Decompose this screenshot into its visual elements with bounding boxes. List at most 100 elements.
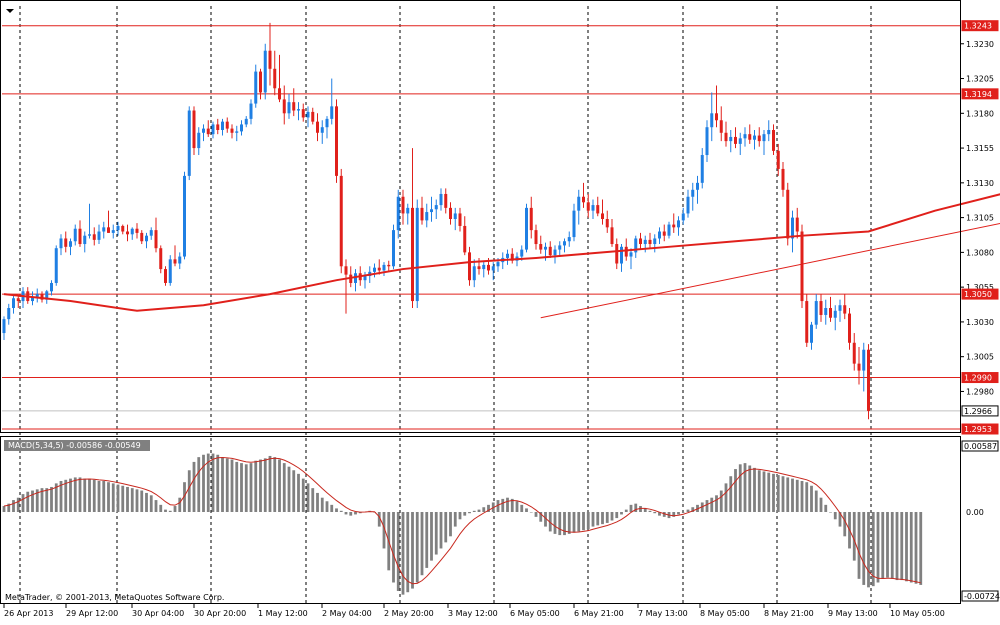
candle-body xyxy=(629,252,633,257)
macd-histogram-bar xyxy=(240,463,243,512)
macd-histogram-bar xyxy=(919,512,923,585)
candle-body xyxy=(230,128,234,133)
candle-body xyxy=(178,256,182,264)
macd-histogram-bar xyxy=(263,458,267,512)
macd-histogram-bar xyxy=(662,512,666,517)
macd-histogram-bar xyxy=(748,465,752,512)
macd-histogram-bar xyxy=(829,512,832,513)
macd-indicator-label: MACD(5,34,5) -0.00586 -0.00549 xyxy=(8,441,141,450)
candle-body xyxy=(145,235,148,242)
macd-histogram-bar xyxy=(316,492,319,512)
candle-body xyxy=(382,264,386,271)
macd-histogram-bar xyxy=(392,512,395,583)
macd-histogram-bar xyxy=(867,512,870,588)
macd-histogram-bar xyxy=(396,512,400,592)
candle-body xyxy=(591,205,595,211)
candle-body xyxy=(78,228,82,245)
macd-histogram-bar xyxy=(648,510,652,512)
macd-histogram-bar xyxy=(591,512,595,527)
candle-body xyxy=(667,224,671,236)
macd-histogram-bar xyxy=(890,512,894,579)
macd-histogram-bar xyxy=(634,503,638,512)
macd-histogram-bar xyxy=(719,490,723,512)
price-tick-label: 1.3105 xyxy=(966,214,994,223)
price-label-box xyxy=(961,288,999,300)
time-tick-label: 2 May 20:00 xyxy=(384,609,434,618)
macd-histogram-bar xyxy=(605,512,609,523)
candle-body xyxy=(586,202,590,211)
macd-histogram-bar xyxy=(439,512,443,549)
candle-body xyxy=(810,324,813,343)
candle-body xyxy=(553,249,557,256)
macd-histogram-bar xyxy=(140,490,144,512)
macd-histogram-bar xyxy=(278,459,281,512)
macd-histogram-bar xyxy=(178,497,182,512)
macd-axis-label: 0.00 xyxy=(966,508,984,517)
macd-histogram-bar xyxy=(415,512,419,583)
candle-body xyxy=(520,249,524,257)
macd-histogram-bar xyxy=(458,512,462,520)
price-label-box xyxy=(961,20,999,32)
macd-histogram-bar xyxy=(31,490,34,512)
macd-histogram-bar xyxy=(202,454,205,512)
macd-histogram-bar xyxy=(639,506,642,512)
candle-body xyxy=(268,50,272,69)
macd-histogram-bar xyxy=(876,512,880,583)
candle-body xyxy=(168,259,172,283)
candle-body xyxy=(468,252,471,281)
macd-histogram-bar xyxy=(705,500,709,512)
candle-body xyxy=(235,131,239,133)
macd-histogram-bar xyxy=(311,488,315,512)
chart-menu-icon[interactable] xyxy=(3,2,17,14)
macd-histogram-bar xyxy=(306,483,310,512)
candle-body xyxy=(121,225,125,232)
candle-body xyxy=(753,135,756,140)
candle-body xyxy=(149,230,153,236)
macd-histogram-bar xyxy=(624,509,628,512)
candle-body xyxy=(686,196,690,214)
candle-body xyxy=(558,245,562,250)
macd-histogram-bar xyxy=(121,485,125,512)
macd-histogram-bar xyxy=(235,461,239,512)
macd-histogram-bar xyxy=(116,484,120,512)
macd-histogram-bar xyxy=(330,504,334,512)
candle-body xyxy=(724,132,728,142)
candle-body xyxy=(97,231,101,240)
macd-histogram-bar xyxy=(168,510,172,512)
candle-body xyxy=(192,110,196,149)
price-label: 1.3243 xyxy=(964,22,992,31)
candle-body xyxy=(662,231,666,236)
macd-histogram-bar xyxy=(173,506,177,512)
candle-body xyxy=(738,138,742,144)
candle-body xyxy=(639,238,642,245)
candle-body xyxy=(102,227,106,232)
trendline[interactable] xyxy=(540,194,1000,319)
macd-histogram-bar xyxy=(810,485,813,512)
candle-body xyxy=(829,308,832,318)
candle-body xyxy=(406,207,410,214)
price-tick-label: 1.3155 xyxy=(966,144,994,153)
price-label: 1.2966 xyxy=(964,407,992,416)
macd-histogram-bar xyxy=(482,507,486,512)
candle-body xyxy=(582,196,585,203)
macd-histogram-bar xyxy=(753,467,756,512)
macd-histogram-bar xyxy=(444,512,448,543)
price-tick-label: 1.3030 xyxy=(966,318,994,327)
candle-body xyxy=(130,228,134,235)
candle-body xyxy=(772,129,775,151)
macd-histogram-bar xyxy=(420,512,424,576)
candle-body xyxy=(2,319,6,334)
candle-body xyxy=(35,294,39,297)
candle-body xyxy=(373,267,376,272)
macd-histogram-bar xyxy=(691,507,695,512)
candle-body xyxy=(111,230,115,233)
candle-body xyxy=(781,168,785,190)
candle-body xyxy=(69,241,72,247)
candle-body xyxy=(577,196,581,211)
candle-body xyxy=(648,239,652,245)
candle-body xyxy=(848,313,851,343)
macd-histogram-bar xyxy=(567,512,571,534)
macd-histogram-bar xyxy=(715,495,718,512)
